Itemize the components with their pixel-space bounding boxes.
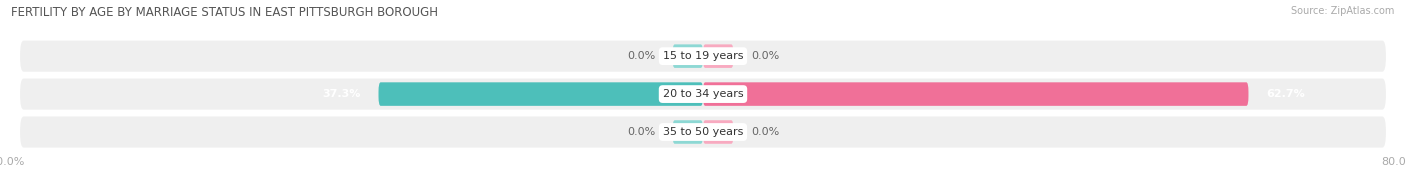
- Text: 0.0%: 0.0%: [627, 51, 655, 61]
- Text: 0.0%: 0.0%: [627, 127, 655, 137]
- FancyBboxPatch shape: [703, 82, 1249, 106]
- FancyBboxPatch shape: [672, 44, 703, 68]
- Text: 62.7%: 62.7%: [1265, 89, 1305, 99]
- Text: 35 to 50 years: 35 to 50 years: [662, 127, 744, 137]
- Text: 20 to 34 years: 20 to 34 years: [662, 89, 744, 99]
- Text: 37.3%: 37.3%: [323, 89, 361, 99]
- Text: 15 to 19 years: 15 to 19 years: [662, 51, 744, 61]
- FancyBboxPatch shape: [20, 41, 1386, 72]
- Text: 0.0%: 0.0%: [751, 127, 779, 137]
- FancyBboxPatch shape: [672, 120, 703, 144]
- FancyBboxPatch shape: [20, 116, 1386, 148]
- Text: Source: ZipAtlas.com: Source: ZipAtlas.com: [1291, 6, 1395, 16]
- FancyBboxPatch shape: [703, 44, 734, 68]
- FancyBboxPatch shape: [378, 82, 703, 106]
- Text: 0.0%: 0.0%: [751, 51, 779, 61]
- FancyBboxPatch shape: [703, 120, 734, 144]
- Text: FERTILITY BY AGE BY MARRIAGE STATUS IN EAST PITTSBURGH BOROUGH: FERTILITY BY AGE BY MARRIAGE STATUS IN E…: [11, 6, 439, 19]
- FancyBboxPatch shape: [20, 79, 1386, 110]
